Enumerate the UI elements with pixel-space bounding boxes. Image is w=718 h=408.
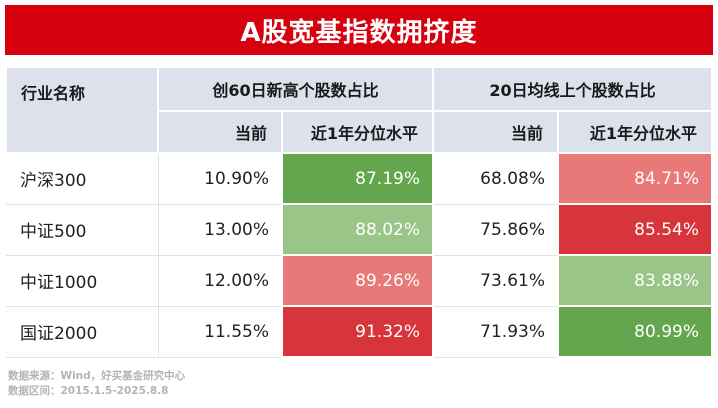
index-name: 沪深300: [6, 152, 158, 205]
percentile-heat-cell: 80.99%: [557, 305, 713, 358]
column-header-name: 行业名称: [5, 66, 159, 154]
table-row: 沪深300 10.90% 87.19% 68.08% 84.71%: [6, 152, 713, 205]
footer-notes: 数据来源：Wind，好买基金研究中心 数据区间：2015.1.5-2025.8.…: [8, 369, 185, 399]
column-header-percentile: 近1年分位水平: [557, 110, 713, 154]
column-header-current: 当前: [432, 110, 559, 154]
table-header-row: 行业名称 创60日新高个股数占比 20日均线上个股数占比: [5, 66, 713, 154]
data-range-note: 数据区间：2015.1.5-2025.8.8: [8, 385, 169, 397]
table-row: 国证2000 11.55% 91.32% 71.93% 80.99%: [6, 305, 713, 358]
table-subheader-row: 当前 近1年分位水平 当前 近1年分位水平: [6, 110, 713, 154]
column-header-percentile: 近1年分位水平: [281, 110, 434, 154]
crowding-table: 行业名称 创60日新高个股数占比 20日均线上个股数占比 当前 近1年分位水平 …: [5, 66, 713, 358]
percentile-heat-cell: 89.26%: [281, 254, 434, 307]
table-row: 中证1000 12.00% 89.26% 73.61% 83.88%: [6, 254, 713, 307]
index-name: 国证2000: [6, 306, 158, 358]
percentile-heat-cell: 87.19%: [281, 152, 434, 205]
index-name: 中证1000: [6, 255, 158, 307]
percentile-heat-cell: 91.32%: [281, 305, 434, 358]
current-value: 12.00%: [157, 255, 282, 307]
current-value: 75.86%: [432, 204, 558, 256]
percentile-heat-cell: 84.71%: [557, 152, 713, 205]
column-group-20day-ma: 20日均线上个股数占比: [432, 66, 713, 112]
index-name: 中证500: [6, 204, 158, 256]
column-group-60day-high: 创60日新高个股数占比: [157, 66, 434, 112]
current-value: 73.61%: [432, 255, 558, 307]
current-value: 11.55%: [157, 306, 282, 358]
current-value: 10.90%: [157, 152, 282, 205]
percentile-heat-cell: 85.54%: [557, 203, 713, 256]
percentile-heat-cell: 83.88%: [557, 254, 713, 307]
current-value: 13.00%: [157, 204, 282, 256]
data-source-note: 数据来源：Wind，好买基金研究中心: [8, 370, 186, 382]
percentile-heat-cell: 88.02%: [281, 203, 434, 256]
page-title: A股宽基指数拥挤度: [5, 5, 713, 55]
column-header-current: 当前: [157, 110, 283, 154]
table-row: 中证500 13.00% 88.02% 75.86% 85.54%: [6, 203, 713, 256]
current-value: 68.08%: [432, 152, 558, 205]
current-value: 71.93%: [432, 306, 558, 358]
